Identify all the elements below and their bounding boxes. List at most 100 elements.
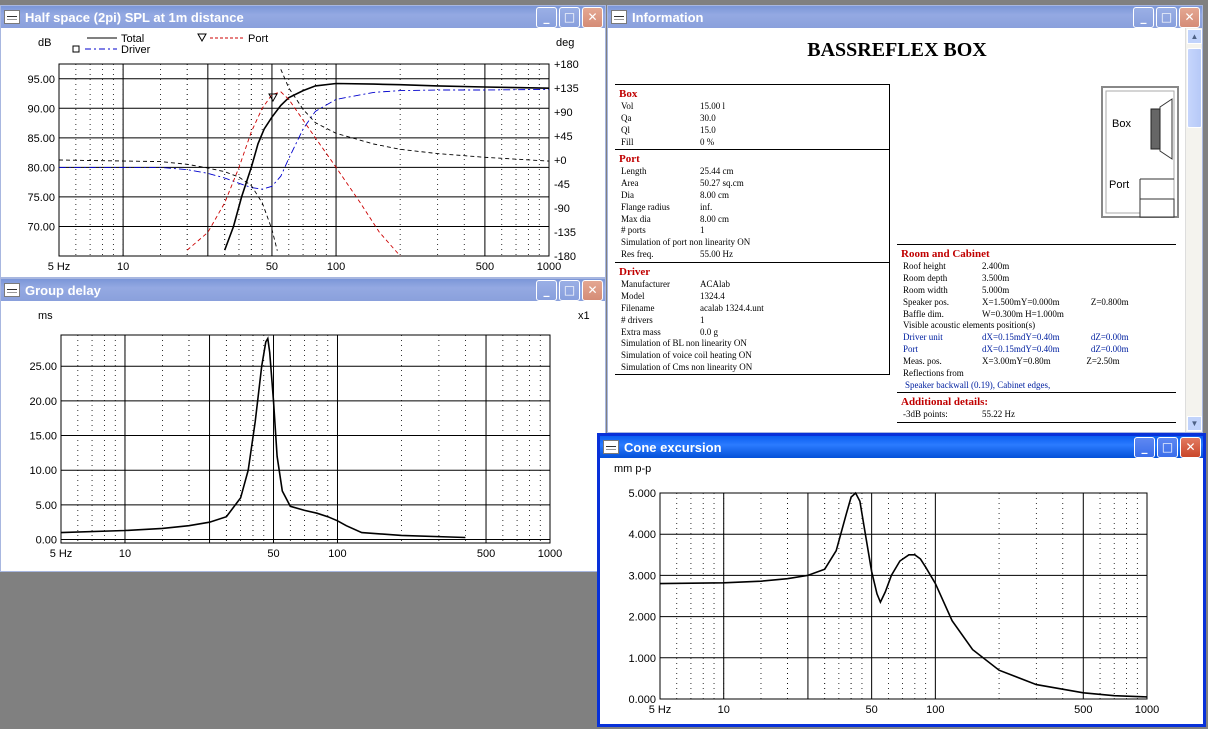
legend-total: Total <box>121 33 144 45</box>
scroll-down-button[interactable]: ▼ <box>1187 416 1202 431</box>
information-titlebar[interactable]: Information _ □ ✕ <box>608 6 1202 28</box>
y-tick-label: 15.00 <box>29 431 57 443</box>
series-line-driver <box>59 88 550 190</box>
y2-tick-label: -45 <box>554 179 570 191</box>
box-row: Ql 15.0 <box>615 125 890 137</box>
series-line-main <box>60 336 466 539</box>
room-value: dZ=0.00m <box>1090 332 1129 343</box>
port-label: Res freq. <box>621 249 654 260</box>
room-value: X=3.00m <box>982 356 1017 367</box>
room-value: 3.500m <box>982 272 1010 283</box>
room-value: dZ=0.00m <box>1090 344 1129 355</box>
driver-label: # drivers <box>621 314 653 325</box>
room-value: Z=0.800m <box>1090 296 1129 307</box>
y-tick-label: 4.000 <box>628 529 656 541</box>
maximize-button[interactable]: □ <box>559 6 580 28</box>
room-section-header: Room and Cabinet <box>901 248 990 260</box>
y-tick-label: 25.00 <box>29 361 57 373</box>
spl-plot-area: dB deg Total Driver Port 95.00 90.00 85.00… <box>1 28 605 277</box>
x-tick-label: 50 <box>866 704 878 716</box>
x-tick-label: 5 Hz <box>48 261 71 273</box>
y-tick-label: 2.000 <box>628 612 656 624</box>
cone-excursion-window[interactable]: Cone excursion _ □ ✕ mm p-p 5.000 4.000 3.… <box>597 433 1206 727</box>
group-delay-titlebar[interactable]: Group delay _ □ ✕ <box>1 279 605 301</box>
port-value: 1 <box>700 225 705 236</box>
driver-row: # drivers 1 <box>615 315 890 327</box>
x-tick-label: 10 <box>119 548 131 560</box>
series-line-main <box>659 491 1148 698</box>
info-document: BASSREFLEX BOX Box Vol 15.00 l Qa 30.0 Ql 15.… <box>610 28 1184 432</box>
x-tick-label: 5 Hz <box>649 704 672 716</box>
driver-section-header: Driver <box>619 266 651 278</box>
room-label: Baffle dim. <box>903 308 944 319</box>
driver-label: Manufacturer <box>621 279 670 289</box>
box-value: 30.0 <box>700 112 716 123</box>
room-label: Port <box>903 344 919 355</box>
driver-value: 1324.4 <box>700 290 725 301</box>
port-row: Simulation of port non linearity ON <box>615 237 890 249</box>
room-label: Room depth <box>903 272 948 283</box>
y2-tick-label: +180 <box>554 59 579 71</box>
bassreflex-diagram: Box Port <box>1101 86 1179 218</box>
x-tick-label: 5 Hz <box>50 548 73 560</box>
driver-row: Extra mass 0.0 g <box>615 327 890 339</box>
close-button[interactable]: ✕ <box>582 279 603 301</box>
minimize-button[interactable]: _ <box>1133 6 1154 28</box>
x-tick-label: 1000 <box>1135 704 1159 716</box>
minimize-button[interactable]: _ <box>1134 436 1155 458</box>
box-section: Box Vol 15.00 l Qa 30.0 Ql 15.0 Fill 0 % <box>615 84 890 149</box>
maximize-button[interactable]: □ <box>1157 436 1178 458</box>
driver-row: Simulation of voice coil heating ON <box>615 350 890 362</box>
group-delay-scale: x1 <box>578 310 590 322</box>
x-tick-label: 100 <box>327 261 345 273</box>
y-tick-label: 10.00 <box>29 465 57 477</box>
cone-excursion-window-title: Cone excursion <box>624 439 722 455</box>
info-scrollbar[interactable]: ▲ ▼ <box>1185 28 1202 432</box>
series-line-port <box>186 91 401 257</box>
x-tick-label: 500 <box>477 548 495 560</box>
room-row: Room width 5.000m <box>897 285 1176 297</box>
room-row: Speaker pos. X=1.500m Y=0.000m Z=0.800m <box>897 297 1176 309</box>
group-delay-window-title: Group delay <box>25 282 101 298</box>
minimize-button[interactable]: _ <box>536 279 557 301</box>
y2-tick-label: +0 <box>554 155 567 167</box>
port-label: Dia <box>621 189 634 200</box>
y-tick-label: 75.00 <box>27 192 55 204</box>
y2-tick-label: -90 <box>554 203 570 215</box>
driver-row: Model 1324.4 <box>615 291 890 303</box>
cone-ylabel: mm p-p <box>614 463 651 475</box>
scroll-thumb[interactable] <box>1187 48 1202 128</box>
room-value: 5.000m <box>982 284 1010 295</box>
room-section: Room and Cabinet Roof height 2.400m Room d… <box>897 244 1176 392</box>
plot-frame <box>58 63 550 257</box>
driver-row: Simulation of Cms non linearity ON <box>615 362 890 374</box>
maximize-button[interactable]: □ <box>559 279 580 301</box>
scroll-up-button[interactable]: ▲ <box>1187 29 1202 44</box>
group-delay-ylabel: ms <box>38 310 53 322</box>
legend-driver: Driver <box>121 44 151 56</box>
additional-value: 55.22 Hz <box>982 409 1015 419</box>
spl-window[interactable]: Half space (2pi) SPL at 1m distance _ □ … <box>0 5 606 278</box>
close-button[interactable]: ✕ <box>1179 6 1200 28</box>
spl-ylabel-right: deg <box>556 37 574 49</box>
spl-titlebar[interactable]: Half space (2pi) SPL at 1m distance _ □ … <box>1 6 605 28</box>
column-divider <box>889 84 890 374</box>
close-button[interactable]: ✕ <box>1180 436 1201 458</box>
x-tick-label: 500 <box>1074 704 1092 716</box>
maximize-button[interactable]: □ <box>1156 6 1177 28</box>
port-row: Flange radius inf. <box>615 202 890 214</box>
group-delay-window[interactable]: Group delay _ □ ✕ ms x1 25.00 20.00 15.00 1… <box>0 278 606 572</box>
x-tick-label: 100 <box>926 704 944 716</box>
close-button[interactable]: ✕ <box>582 6 603 28</box>
cone-excursion-titlebar[interactable]: Cone excursion _ □ ✕ <box>600 436 1203 458</box>
x-tick-label: 500 <box>476 261 494 273</box>
driver-label: Simulation of BL non linearity ON <box>621 338 747 349</box>
spl-legend: Total Driver Port <box>72 33 268 56</box>
room-row: Driver unit dX=0.15m dY=0.40m dZ=0.00m <box>897 332 1176 344</box>
minimize-button[interactable]: _ <box>536 6 557 28</box>
port-value: 25.44 cm <box>700 166 734 176</box>
information-window[interactable]: Information _ □ ✕ BASSREFLEX BOX Box Vol… <box>607 5 1203 433</box>
doc-title: BASSREFLEX BOX <box>807 39 987 61</box>
room-row: Reflections from <box>897 368 1176 380</box>
driver-value: acalab 1324.4.unt <box>700 302 764 313</box>
